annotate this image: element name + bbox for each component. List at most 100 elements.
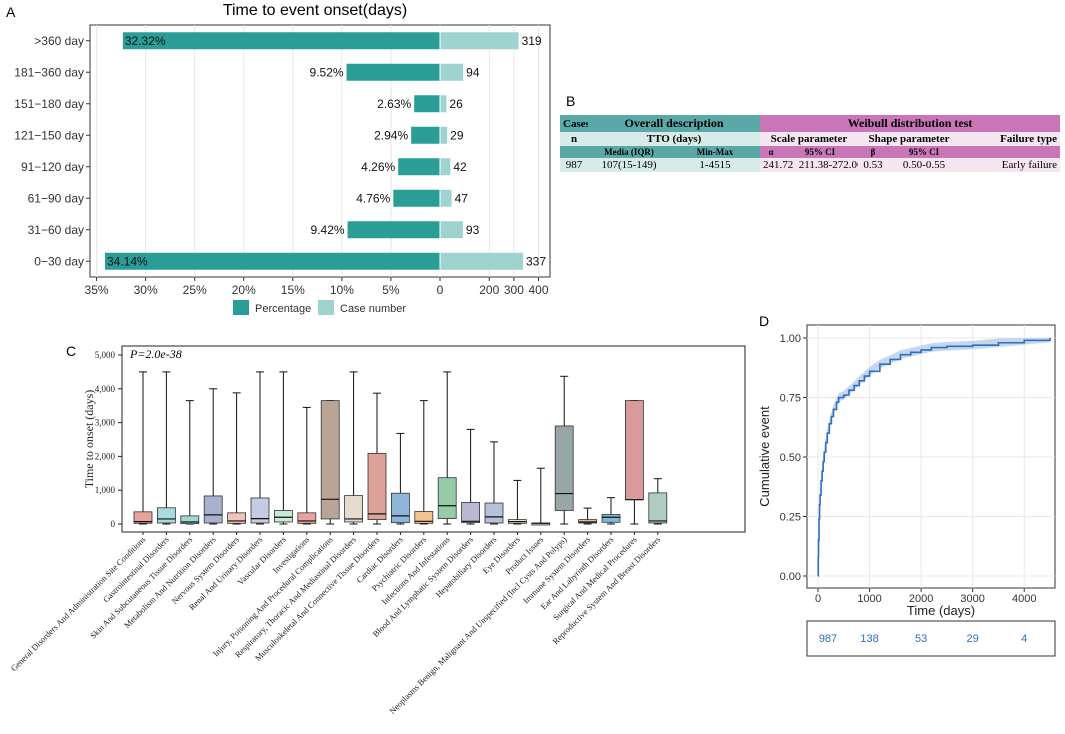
box-iqr [484, 502, 504, 524]
box-iqr [156, 507, 176, 524]
box-16 [484, 441, 504, 525]
chart-a-category-label: 31−60 day [28, 223, 84, 237]
legend-swatch-case-number [318, 300, 334, 315]
alpha-label: α [760, 146, 782, 158]
case-number-label: 26 [449, 97, 463, 111]
row-alpha-ci: 211.38-272.06 [798, 159, 858, 171]
chart-a-category-label: >360 day [34, 34, 84, 48]
row-beta: 0.53 [858, 158, 888, 172]
chart-a-left-tick-label: 30% [134, 283, 158, 297]
panel-label-a: A [6, 4, 16, 20]
case-number-bar [440, 158, 451, 176]
chart-d-xtick-label: 0 [815, 593, 821, 605]
box-15 [461, 428, 481, 525]
percentage-label: 4.26% [361, 160, 395, 174]
chart-d-xtick-label: 2000 [909, 593, 933, 605]
box-3 [180, 400, 200, 525]
box-iqr [133, 511, 153, 524]
box-iqr [320, 400, 340, 520]
chart-a-category-label: 151−180 day [14, 97, 84, 111]
chart-a-left-tick-label: 15% [281, 283, 305, 297]
percentage-label: 34.14% [107, 254, 148, 268]
case-number-bar [440, 126, 448, 144]
box-4 [203, 388, 223, 525]
box-iqr [437, 477, 457, 519]
risk-table-count: 53 [915, 633, 927, 645]
percentage-label: 9.52% [310, 65, 344, 79]
ci-label: 95% CI [782, 146, 858, 158]
percentage-bar [393, 189, 440, 207]
risk-table-count: 987 [819, 633, 837, 645]
percentage-bar [414, 95, 440, 113]
chart-a-time-to-onset: Time to event onset(days) 35% 30% 25% 20% 15… [14, 2, 551, 315]
percentage-label: 2.94% [374, 128, 408, 142]
box-iqr [578, 519, 597, 524]
box-iqr [344, 495, 364, 523]
beta-label: β [858, 146, 888, 158]
chart-c-frame [121, 345, 746, 533]
chart-c-ytick-label: 0 [111, 519, 116, 529]
legend-swatch-percentage [233, 300, 249, 315]
box-7 [273, 371, 293, 525]
chart-d-ytick-label: 0.25 [780, 512, 801, 524]
percentage-bar [347, 221, 440, 239]
row-alpha-value: 241.72 [763, 159, 794, 171]
box-iqr [648, 492, 668, 524]
chart-d-xtick-label: 4000 [1012, 593, 1036, 605]
legend-label-percentage: Percentage [255, 303, 311, 315]
chart-d-xtick-label: 3000 [960, 593, 984, 605]
chart-c-category-label: Skin And Subcutaneous Tissue Disorders [88, 534, 194, 640]
box-18 [531, 467, 551, 526]
scale-label: Scale parameter [760, 132, 858, 146]
box-8 [297, 406, 317, 525]
failure-label: Failure type [960, 132, 1061, 146]
case-number-bar [440, 189, 452, 207]
chart-c-ytick-label: 5,000 [95, 350, 116, 360]
percentage-bar [411, 126, 440, 144]
case-number-label: 42 [453, 160, 467, 174]
n-label: n [560, 132, 588, 146]
box-21 [601, 497, 621, 525]
shape-label: Shape parameter [858, 132, 960, 146]
percentage-label: 2.63% [377, 97, 411, 111]
chart-a-title: Time to event onset(days) [223, 2, 407, 19]
chart-a-left-tick-label: 35% [85, 283, 109, 297]
chart-a-left-tick-label: 10% [330, 283, 354, 297]
box-17 [507, 479, 527, 525]
box-iqr [601, 514, 621, 523]
panel-label-c: C [66, 343, 77, 359]
percentage-label: 4.76% [356, 191, 390, 205]
chart-a-left-tick-label: 25% [183, 283, 207, 297]
chart-c-ytick-label: 4,000 [95, 384, 116, 394]
chart-c-boxplot: P=2.0e-38 0 1,000 2,000 3,000 4,000 5,000 Time… [9, 345, 746, 716]
chart-c-ytick-label: 2,000 [95, 451, 116, 461]
box-12 [390, 432, 410, 525]
row-beta-ci: 0.50-0.55 [888, 158, 960, 172]
cases-header: Cases [560, 115, 588, 132]
percentage-bar [122, 32, 440, 50]
case-number-label: 47 [455, 191, 469, 205]
percentage-bar [398, 158, 440, 176]
box-iqr [273, 510, 293, 523]
box-23 [648, 478, 668, 525]
chart-d-xtick-label: 1000 [857, 593, 881, 605]
box-10 [344, 371, 364, 525]
case-number-bar [440, 32, 519, 50]
chart-a-right-tick-label: 200 [479, 283, 499, 297]
chart-a-category-label: 0−30 day [34, 254, 84, 268]
box-iqr [180, 515, 200, 525]
box-1 [133, 371, 153, 525]
box-20 [578, 507, 597, 525]
media-label: Media (IQR) [588, 146, 670, 158]
risk-table-count: 138 [860, 633, 878, 645]
row-media: 107(15-149) [588, 158, 670, 172]
chart-d-ytick-label: 0.00 [780, 571, 801, 583]
percentage-bar [346, 63, 440, 81]
chart-a-right-tick-label: 300 [504, 283, 524, 297]
box-22 [625, 400, 644, 525]
box-iqr [227, 512, 247, 524]
chart-d-cumulative: 0 1000 2000 3000 4000 0.00 0.25 0.50 0.75 1.00 Tim… [757, 324, 1056, 657]
case-number-bar [440, 221, 463, 239]
box-iqr [203, 495, 223, 524]
chart-d-ytick-label: 0.75 [780, 393, 801, 405]
